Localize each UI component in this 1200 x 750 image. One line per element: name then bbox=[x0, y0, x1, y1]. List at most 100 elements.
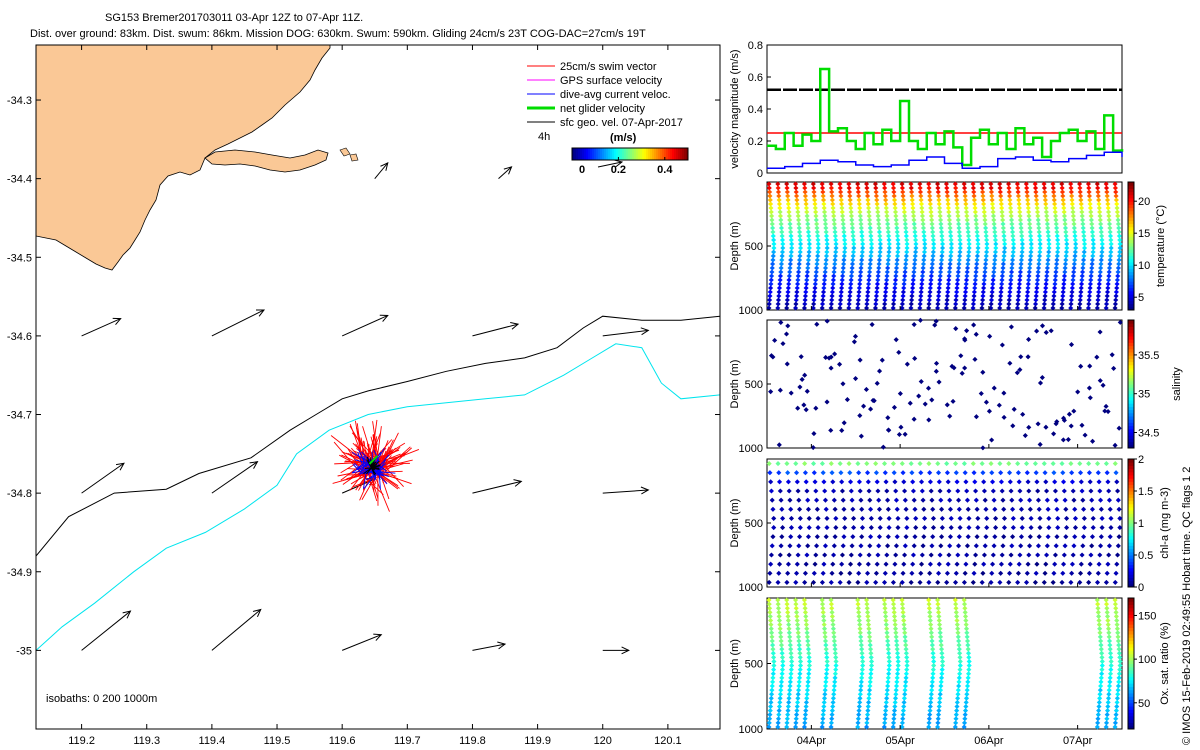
oxygen-point bbox=[832, 679, 838, 685]
oxygen-point bbox=[1107, 642, 1113, 648]
oxygen-point bbox=[938, 683, 944, 689]
oxygen-point bbox=[939, 667, 945, 673]
temperature-point bbox=[776, 289, 782, 295]
temperature-point bbox=[1089, 261, 1095, 267]
salinity-y-tick-label: 1000 bbox=[739, 443, 763, 455]
chl-point bbox=[848, 552, 854, 558]
x-tick-label: 119.9 bbox=[524, 735, 551, 747]
temperature-point bbox=[920, 265, 926, 271]
oxygen-point bbox=[805, 683, 811, 689]
salinity-point bbox=[803, 407, 809, 413]
temperature-point bbox=[988, 305, 994, 311]
temperature-point bbox=[965, 261, 971, 267]
geo-vector-1-shaft bbox=[498, 166, 512, 180]
salinity-cbar-cell bbox=[1128, 396, 1134, 401]
colorbar-cell bbox=[624, 148, 627, 160]
oxygen-point bbox=[931, 658, 937, 664]
temperature-point bbox=[964, 265, 971, 271]
temperature-point bbox=[1097, 273, 1103, 279]
temperature-point bbox=[1077, 189, 1083, 195]
temperature-point bbox=[1054, 233, 1060, 239]
temperature-point bbox=[847, 285, 854, 291]
oxygen-point bbox=[822, 634, 828, 640]
oxygen-point bbox=[803, 613, 809, 619]
oxygen-point bbox=[937, 691, 943, 697]
temperature-point bbox=[1035, 269, 1041, 275]
temperature-point bbox=[1060, 197, 1066, 203]
temperature-point bbox=[1097, 277, 1103, 283]
geo-vector-3 bbox=[211, 309, 266, 337]
temperature-point bbox=[1113, 297, 1119, 303]
oxygen-point bbox=[955, 634, 961, 640]
chl-point bbox=[1045, 534, 1051, 540]
temperature-point bbox=[794, 289, 800, 295]
chl-point bbox=[928, 552, 934, 558]
chl-point bbox=[1080, 543, 1086, 549]
temperature-point bbox=[954, 281, 960, 287]
temperature-point bbox=[1116, 261, 1122, 267]
temperature-point bbox=[1087, 289, 1093, 295]
salinity-point bbox=[1094, 354, 1100, 360]
temperature-point bbox=[866, 209, 872, 215]
oxygen-point bbox=[895, 654, 901, 660]
oxygen-point bbox=[883, 622, 889, 628]
temperature-point bbox=[1034, 205, 1040, 211]
oxygen-point bbox=[770, 679, 776, 685]
temperature-point bbox=[892, 285, 898, 291]
temperature-frame bbox=[766, 181, 1123, 311]
salinity-cbar-cell bbox=[1128, 406, 1134, 411]
temperature-point bbox=[988, 301, 994, 307]
temperature-point bbox=[1069, 197, 1075, 203]
temperature-point bbox=[900, 189, 906, 195]
oxygen-point bbox=[793, 724, 799, 730]
chl-point bbox=[1006, 570, 1013, 576]
temperature-point bbox=[1078, 193, 1084, 199]
temperature-point bbox=[980, 293, 986, 299]
temperature-point bbox=[1037, 245, 1043, 251]
temperature-point bbox=[1016, 285, 1022, 291]
temperature-point bbox=[819, 305, 825, 311]
chl-point bbox=[822, 488, 828, 494]
oxygen-cbar-cell bbox=[1128, 624, 1134, 628]
velocity-series-3 bbox=[767, 151, 1123, 169]
oxygen-point bbox=[956, 683, 962, 689]
chl-point bbox=[1081, 515, 1087, 521]
geo-vector-6-shaft bbox=[602, 329, 649, 337]
temperature-point bbox=[1034, 285, 1040, 291]
oxygen-point bbox=[1107, 679, 1113, 685]
oxygen-point bbox=[858, 638, 864, 644]
temperature-point bbox=[1045, 233, 1051, 239]
temperature-point bbox=[876, 261, 882, 267]
oxygen-cbar-cell bbox=[1128, 656, 1134, 661]
temperature-point bbox=[1035, 213, 1041, 219]
temperature-point bbox=[1023, 181, 1029, 187]
chl-point bbox=[1052, 552, 1058, 558]
chl-point bbox=[956, 534, 962, 540]
temperature-point bbox=[1098, 221, 1104, 227]
temperature-point bbox=[1098, 225, 1104, 231]
salinity-point bbox=[922, 401, 928, 407]
temperature-point bbox=[787, 269, 793, 275]
salinity-point bbox=[925, 385, 932, 391]
oxygen-point bbox=[1106, 683, 1113, 689]
chl-point bbox=[1035, 543, 1041, 549]
temperature-point bbox=[1107, 233, 1114, 239]
chl-point bbox=[1051, 570, 1057, 576]
salinity-cbar-cell bbox=[1128, 390, 1134, 395]
chl-cbar-cell bbox=[1128, 542, 1134, 546]
salinity-point bbox=[885, 415, 891, 421]
temperature-point bbox=[946, 269, 952, 275]
chl-point bbox=[805, 534, 812, 540]
oxygen-point bbox=[938, 679, 944, 685]
temperature-point bbox=[893, 273, 899, 279]
temperature-point bbox=[1055, 237, 1061, 243]
chl-cbar-cell bbox=[1128, 516, 1134, 521]
oxygen-point bbox=[805, 679, 811, 685]
chl-point bbox=[939, 534, 945, 540]
temperature-point bbox=[929, 269, 935, 275]
oxygen-point bbox=[867, 679, 873, 685]
temperature-point bbox=[1114, 281, 1120, 287]
salinity-point bbox=[1087, 395, 1093, 401]
chl-cbar-cell bbox=[1128, 523, 1134, 527]
salinity-point bbox=[980, 369, 986, 375]
